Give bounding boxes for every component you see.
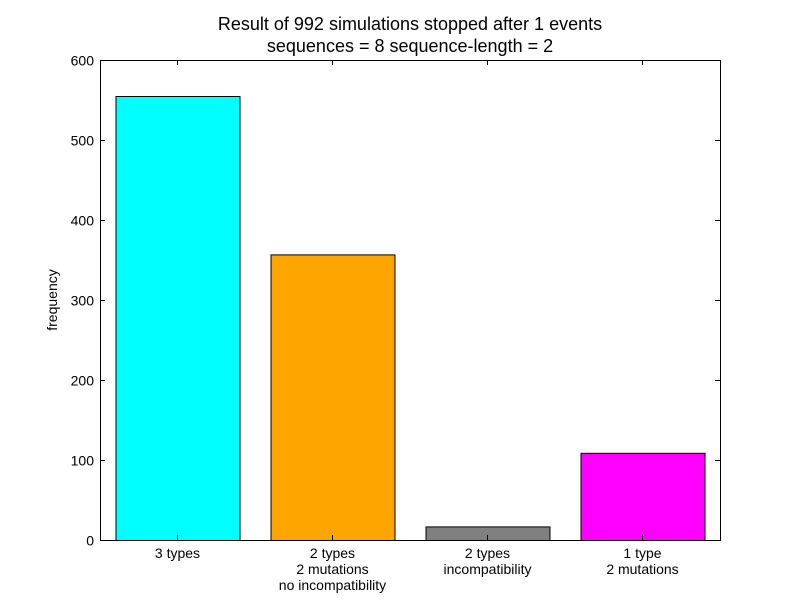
chart-subtitle: sequences = 8 sequence-length = 2 [267, 36, 553, 56]
x-tick-label: 2 types 2 mutations no incompatibility [279, 545, 386, 593]
y-tick-label: 200 [71, 373, 95, 389]
chart-title: Result of 992 simulations stopped after … [218, 14, 602, 34]
y-tick-label: 100 [71, 453, 95, 469]
bar-2 [270, 254, 396, 541]
x-tick-label: 2 types incompatibility [444, 545, 532, 577]
x-tick-labels: 3 types 2 types 2 mutations no incompatibil… [155, 545, 679, 593]
bar-4 [580, 452, 706, 541]
x-tick-label: 3 types [155, 545, 200, 561]
bar-1 [115, 96, 241, 541]
x-tick-label: 1 type 2 mutations [606, 545, 678, 577]
y-tick-label: 300 [71, 293, 95, 309]
y-tick-label: 600 [71, 53, 95, 69]
y-tick-label: 500 [71, 133, 95, 149]
plot-frame [100, 60, 721, 541]
y-axis-label: frequency [44, 269, 60, 330]
bars-layer [115, 96, 706, 542]
y-tick-label: 400 [71, 213, 95, 229]
y-tick-label: 0 [86, 533, 94, 549]
